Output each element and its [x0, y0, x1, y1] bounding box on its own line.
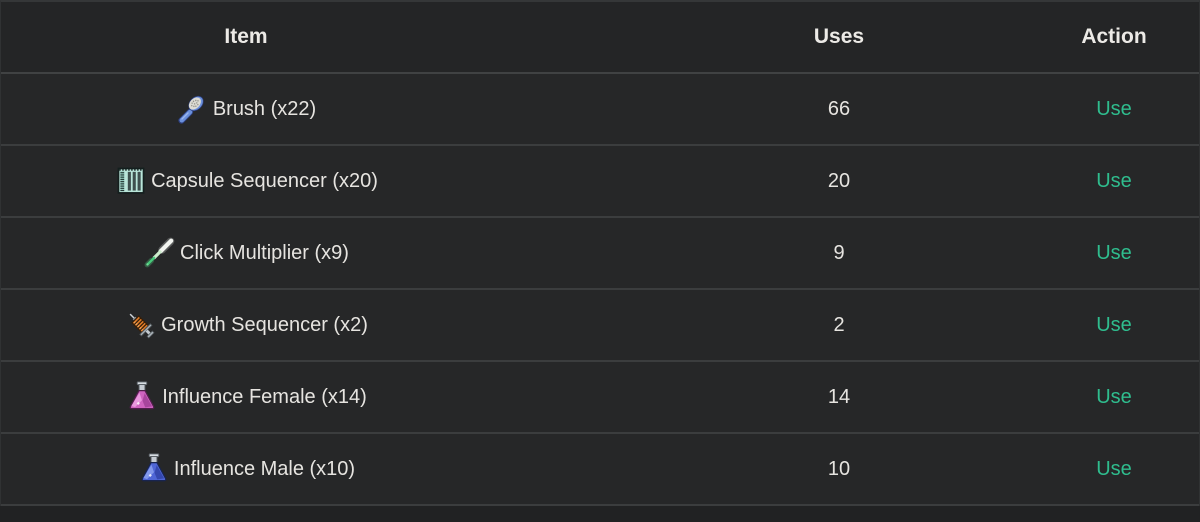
uses-value: 2: [833, 313, 845, 336]
table-row: Influence Female (x14) 14 Use: [1, 362, 1199, 434]
action-cell: Use: [1027, 314, 1200, 337]
table-row: Growth Sequencer (x2) 2 Use: [1, 290, 1199, 362]
use-link[interactable]: Use: [1096, 97, 1132, 120]
use-link[interactable]: Use: [1096, 313, 1132, 336]
capsule-sequencer-icon: [114, 164, 148, 198]
influence-female-icon: [125, 380, 159, 414]
table-row: Capsule Sequencer (x20) 20 Use: [1, 146, 1199, 218]
item-label: Brush (x22): [212, 97, 317, 120]
use-link[interactable]: Use: [1096, 457, 1132, 480]
click-multiplier-icon: [143, 236, 177, 270]
item-label: Click Multiplier (x9): [180, 241, 349, 264]
uses-value: 66: [827, 97, 851, 120]
action-cell: Use: [1027, 98, 1200, 121]
growth-sequencer-icon: [124, 308, 158, 342]
table-row: Brush (x22) 66 Use: [1, 74, 1199, 146]
inventory-table: Item Uses Action: [0, 0, 1200, 506]
item-cell: Click Multiplier (x9): [1, 236, 491, 270]
action-cell: Use: [1027, 386, 1200, 409]
item-label: Capsule Sequencer (x20): [151, 169, 378, 192]
column-header-action: Action: [1081, 25, 1147, 48]
use-link[interactable]: Use: [1096, 385, 1132, 408]
uses-value: 9: [833, 241, 845, 264]
item-cell: Brush (x22): [1, 92, 491, 126]
item-label: Growth Sequencer (x2): [161, 313, 368, 336]
use-link[interactable]: Use: [1096, 241, 1132, 264]
uses-value: 20: [827, 169, 851, 192]
uses-value: 14: [827, 385, 851, 408]
brush-icon: [176, 92, 210, 126]
item-cell: Influence Female (x14): [1, 380, 491, 414]
item-cell: Capsule Sequencer (x20): [1, 164, 491, 198]
item-cell: Influence Male (x10): [1, 452, 491, 486]
action-cell: Use: [1027, 458, 1200, 481]
table-header-row: Item Uses Action: [1, 2, 1199, 74]
use-link[interactable]: Use: [1096, 169, 1132, 192]
item-label: Influence Male (x10): [173, 457, 356, 480]
table-row: Influence Male (x10) 10 Use: [1, 434, 1199, 506]
action-cell: Use: [1027, 242, 1200, 265]
table-row: Click Multiplier (x9) 9 Use: [1, 218, 1199, 290]
uses-value: 10: [827, 457, 851, 480]
influence-male-icon: [137, 452, 171, 486]
item-label: Influence Female (x14): [162, 385, 367, 408]
item-cell: Growth Sequencer (x2): [1, 308, 491, 342]
action-cell: Use: [1027, 170, 1200, 193]
column-header-uses: Uses: [813, 25, 865, 48]
page-background: [0, 506, 1200, 522]
column-header-item: Item: [224, 25, 268, 48]
